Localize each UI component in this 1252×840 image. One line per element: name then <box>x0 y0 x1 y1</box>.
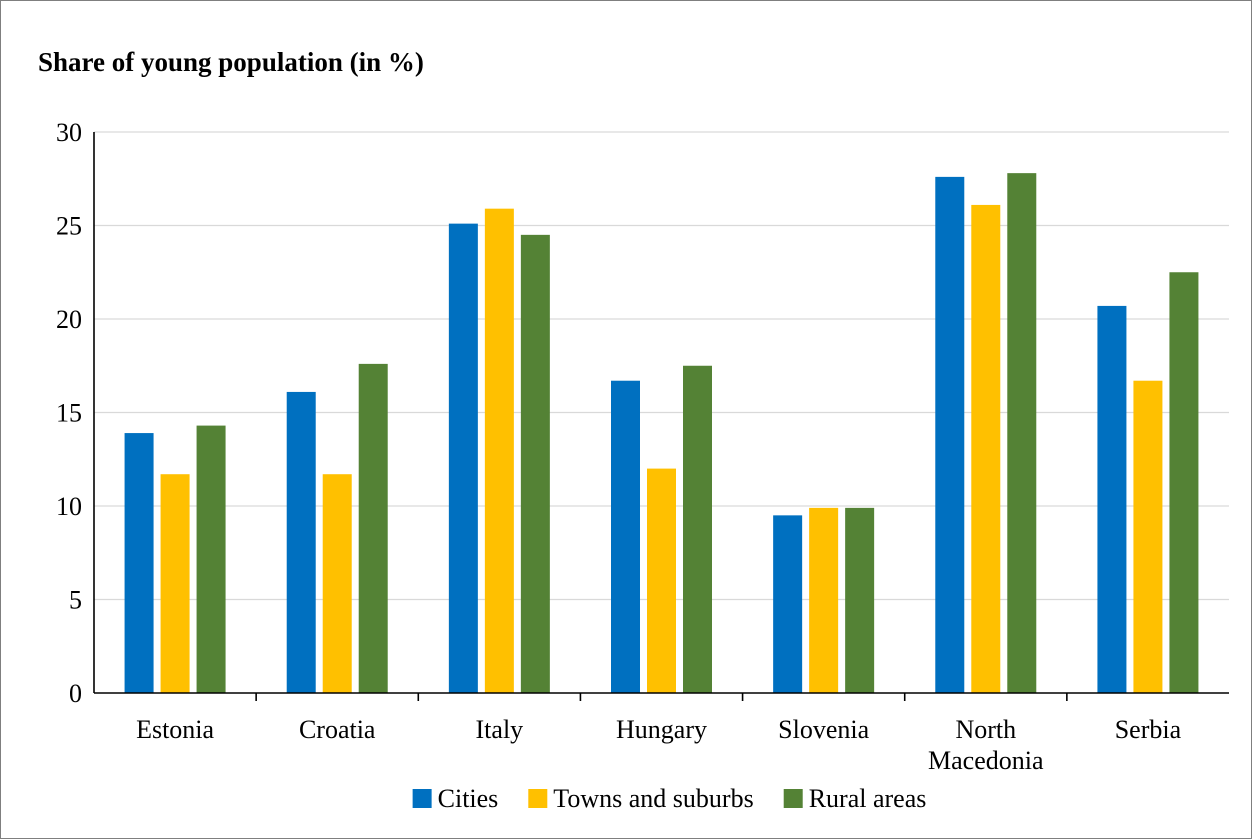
bar-cities <box>611 380 640 693</box>
legend: Cities Towns and suburbs Rural areas <box>412 784 927 813</box>
bar-rural-areas <box>196 425 226 693</box>
y-axis-tick-labels: 0 5 10 15 20 25 30 <box>56 118 82 708</box>
y-tick-label: 0 <box>69 679 82 708</box>
bar-towns-and-suburbs <box>809 507 839 693</box>
bar-towns-and-suburbs <box>1133 380 1163 693</box>
y-tick-label: 5 <box>69 586 82 615</box>
x-category-label: Estonia <box>136 715 214 744</box>
y-tick-label: 30 <box>56 118 82 147</box>
bar-towns-and-suburbs <box>322 474 352 693</box>
y-tick-label: 20 <box>56 305 82 334</box>
x-category-label: Slovenia <box>778 715 869 744</box>
bar-towns-and-suburbs <box>484 208 514 694</box>
x-axis-category-labels: Estonia Croatia Italy Hungary Slovenia North M… <box>136 715 1182 775</box>
legend-swatch-cities <box>412 789 432 808</box>
y-tick-label: 15 <box>56 399 82 428</box>
bar-rural-areas <box>683 365 712 693</box>
legend-swatch-rural-areas <box>783 789 803 808</box>
bars <box>124 173 1199 694</box>
y-tick-label: 25 <box>56 212 82 241</box>
bar-cities <box>448 223 478 693</box>
bar-rural-areas <box>1169 272 1199 693</box>
bar-cities <box>935 176 965 693</box>
x-category-label: North Macedonia <box>928 715 1044 775</box>
legend-label-cities: Cities <box>438 784 499 813</box>
x-category-label: Croatia <box>299 715 376 744</box>
legend-label-rural-areas: Rural areas <box>809 784 927 813</box>
bar-towns-and-suburbs <box>160 474 190 693</box>
legend-swatch-towns-and-suburbs <box>528 789 548 808</box>
bar-rural-areas <box>520 234 550 693</box>
bar-cities <box>773 515 803 693</box>
bar-towns-and-suburbs <box>647 468 676 693</box>
bar-cities <box>1097 305 1127 693</box>
legend-label-towns-and-suburbs: Towns and suburbs <box>553 784 753 813</box>
y-tick-label: 10 <box>56 492 82 521</box>
axes <box>93 132 1229 701</box>
bar-towns-and-suburbs <box>971 204 1001 693</box>
x-category-label: Serbia <box>1115 715 1182 744</box>
bar-rural-areas <box>1007 173 1037 693</box>
bar-rural-areas <box>358 363 388 693</box>
bar-cities <box>286 391 316 693</box>
x-category-label: Hungary <box>616 715 707 744</box>
gridlines <box>94 131 1229 601</box>
bar-cities <box>124 433 154 693</box>
chart-title: Share of young population (in %) <box>38 47 424 77</box>
x-category-label: Italy <box>476 715 524 744</box>
bar-rural-areas <box>845 507 875 693</box>
